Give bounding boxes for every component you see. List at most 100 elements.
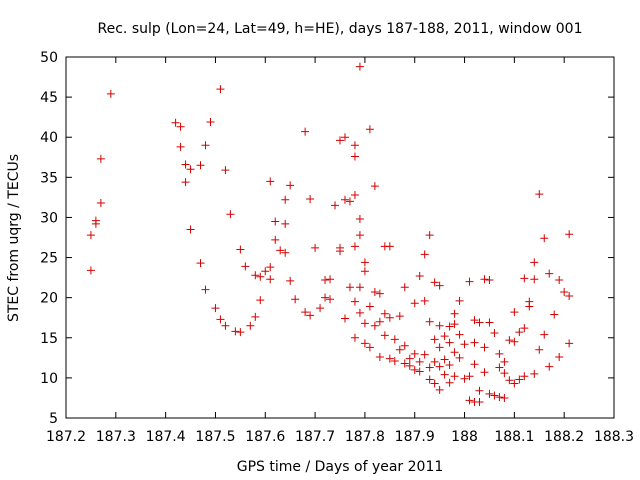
data-point [530, 369, 539, 378]
data-point [201, 285, 210, 294]
data-point [430, 357, 439, 366]
x-tick-label: 187.9 [395, 429, 435, 445]
y-tick-label: 35 [40, 170, 58, 186]
data-point [96, 154, 105, 163]
data-point [176, 142, 185, 151]
data-point [445, 378, 454, 387]
data-point [450, 348, 459, 357]
x-tick-label: 187.4 [146, 429, 186, 445]
data-point [350, 141, 359, 150]
x-tick-label: 187.3 [96, 429, 136, 445]
y-tick-label: 10 [40, 371, 58, 387]
data-point [236, 328, 245, 337]
data-point [355, 308, 364, 317]
data-point [400, 283, 409, 292]
data-point [86, 266, 95, 275]
x-tick-label: 187.5 [195, 429, 235, 445]
data-point [216, 315, 225, 324]
data-point [375, 353, 384, 362]
data-point [306, 311, 315, 320]
data-point [221, 166, 230, 175]
x-tick-label: 188.1 [494, 429, 534, 445]
data-point [420, 250, 429, 259]
y-axis-label: STEC from uqrg / TECUs [6, 154, 22, 322]
data-point [96, 199, 105, 208]
data-point [86, 231, 95, 240]
data-point [485, 318, 494, 327]
data-point [445, 338, 454, 347]
data-point [485, 389, 494, 398]
data-point [500, 369, 509, 378]
data-point [475, 318, 484, 327]
data-point [495, 349, 504, 358]
data-point [316, 304, 325, 313]
data-point [360, 319, 369, 328]
data-point [550, 310, 559, 319]
data-point [490, 391, 499, 400]
data-point [385, 354, 394, 363]
data-point [405, 361, 414, 370]
data-point [286, 276, 295, 285]
data-point [405, 354, 414, 363]
data-point [455, 296, 464, 305]
data-point [435, 362, 444, 371]
data-point [211, 304, 220, 313]
data-point [181, 178, 190, 187]
x-axis-label: GPS time / Days of year 2011 [237, 459, 444, 475]
data-point [291, 295, 300, 304]
data-points [86, 62, 574, 406]
y-tick-label: 30 [40, 210, 58, 226]
data-point [271, 235, 280, 244]
data-point [266, 275, 275, 284]
data-point [485, 276, 494, 285]
data-point [221, 321, 230, 330]
data-point [256, 296, 265, 305]
data-point [251, 271, 260, 280]
data-point [336, 247, 344, 256]
data-point [500, 357, 509, 366]
data-point [326, 275, 335, 284]
data-point [440, 332, 449, 341]
data-point [500, 393, 509, 402]
data-point [495, 393, 504, 402]
data-point [455, 330, 464, 339]
data-point [425, 363, 434, 372]
data-point [465, 372, 474, 381]
data-point [540, 234, 549, 243]
data-point [540, 330, 549, 339]
data-point [445, 322, 454, 331]
data-point [510, 379, 519, 388]
data-point [555, 353, 564, 362]
data-point [350, 297, 359, 306]
data-point [480, 368, 489, 377]
x-tick-label: 187.7 [295, 429, 335, 445]
data-point [510, 308, 519, 317]
data-point [410, 299, 419, 308]
data-point [181, 160, 190, 169]
data-point [520, 274, 529, 283]
data-point [171, 118, 180, 127]
data-point [390, 357, 399, 366]
data-point [505, 376, 514, 385]
data-point [350, 242, 359, 251]
data-point [385, 313, 394, 322]
data-point [340, 195, 349, 204]
data-point [530, 258, 539, 267]
x-tick-label: 188.3 [594, 429, 634, 445]
data-point [510, 337, 519, 346]
data-point [216, 85, 225, 94]
data-point [410, 349, 419, 358]
data-point [375, 317, 384, 326]
data-point [530, 275, 539, 284]
data-point [470, 316, 479, 325]
data-point [555, 276, 564, 285]
data-point [395, 312, 404, 321]
data-point [301, 308, 310, 317]
data-point [360, 258, 369, 267]
data-point [470, 338, 479, 347]
data-point [345, 197, 354, 206]
data-point [281, 219, 290, 228]
data-point [410, 365, 419, 374]
data-point [266, 177, 275, 186]
data-point [470, 360, 479, 369]
